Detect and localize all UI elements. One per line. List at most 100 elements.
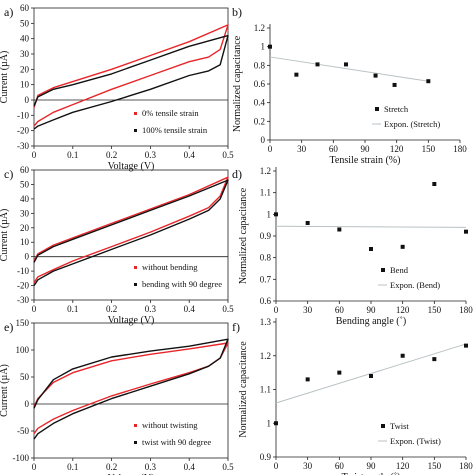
legend-marker [134, 112, 137, 115]
y-tick-label: 0 [25, 252, 30, 262]
x-tick-label: 0.3 [145, 304, 157, 314]
y-axis-label: Current (µA) [0, 364, 10, 417]
x-tick-label: 0 [32, 462, 37, 472]
y-axis-label: Normalized capacitance [238, 187, 249, 284]
x-axis-label: Voltage (V) [108, 473, 155, 475]
y-tick-label: 0.7 [260, 274, 272, 284]
x-tick-label: 90 [367, 305, 377, 315]
data-point [274, 421, 278, 426]
y-tick-label: 0 [261, 135, 266, 145]
x-tick-label: 0 [32, 150, 37, 160]
x-tick-label: 0 [274, 305, 279, 315]
x-tick-label: 60 [335, 305, 345, 315]
x-tick-label: 0.4 [184, 462, 196, 472]
y-tick-label: 0.2 [254, 116, 265, 126]
x-tick-label: 180 [459, 305, 473, 315]
legend-label: bending with 90 degree [142, 279, 222, 289]
plot-frame [33, 322, 229, 459]
x-tick-label: 0.1 [67, 304, 78, 314]
legend-label: Twist [390, 421, 409, 431]
x-tick-label: 90 [367, 461, 377, 471]
y-tick-label: 10 [20, 237, 30, 247]
x-tick-label: 0.2 [106, 150, 117, 160]
y-tick-label: 0 [25, 399, 30, 409]
legend-marker [381, 424, 385, 428]
x-axis-label: Voltage (V) [108, 161, 155, 172]
cv-curve-red [33, 176, 229, 284]
x-tick-label: 150 [428, 461, 442, 471]
data-point [373, 73, 378, 78]
y-tick-label: 50 [20, 18, 30, 28]
panel-a: a) 0 0.1 0.2 0.3 0.4 0.5 -30 -20 -10 0 10 20 30 40 50 60… [0, 3, 234, 172]
legend-label: twist with 90 degree [142, 437, 211, 447]
data-point [432, 182, 437, 186]
y-axis-label: Current (µA) [0, 209, 10, 262]
data-point [464, 229, 468, 234]
y-tick-label: 10 [20, 80, 30, 90]
panel-b: b) 0 30 60 90 120 150 180 0 0.2 0.4 0.6 0.8 1 1.2 Tensi… [232, 5, 467, 166]
y-tick-label: 30 [20, 49, 30, 59]
x-tick-label: 0 [32, 304, 37, 314]
y-tick-label: 50 [20, 179, 30, 189]
y-axis-label: Normalized capacitance [232, 35, 243, 132]
y-tick-label: 1.1 [260, 385, 271, 395]
data-point [337, 370, 342, 375]
x-axis-label: Voltage (V) [108, 315, 155, 326]
x-tick-label: 0.3 [145, 150, 157, 160]
x-tick-label: 0 [268, 144, 273, 154]
y-tick-label: 60 [20, 3, 30, 13]
x-tick-label: 0.2 [106, 462, 117, 472]
x-tick-label: 0.4 [184, 304, 196, 314]
y-tick-label: 0.8 [260, 253, 272, 263]
trend-line [275, 225, 467, 228]
cv-curve-black [33, 179, 229, 286]
x-tick-label: 120 [390, 144, 404, 154]
y-tick-label: 0.9 [260, 452, 272, 462]
data-point [426, 79, 431, 84]
x-tick-label: 120 [396, 461, 410, 471]
panel-label: e) [4, 320, 13, 334]
x-tick-label: 30 [297, 144, 307, 154]
cv-curve-red [33, 24, 229, 127]
x-axis-label: Tensile strain (%) [330, 155, 401, 166]
y-tick-label: 20 [20, 64, 30, 74]
y-tick-label: -30 [17, 141, 29, 151]
legend-marker [381, 268, 385, 272]
y-axis-label: Normalized capacitance [238, 341, 249, 438]
legend-label: 0% tensile strain [142, 108, 199, 118]
legend-label: without bending [142, 262, 198, 272]
legend-marker [375, 107, 379, 111]
x-tick-label: 150 [428, 305, 442, 315]
y-tick-label: 1.2 [260, 166, 271, 176]
y-tick-label: 1.3 [260, 317, 272, 327]
legend-marker [134, 283, 137, 286]
legend-label: Expon. (Twist) [390, 436, 441, 446]
x-tick-label: 0.2 [106, 304, 117, 314]
y-tick-label: 40 [20, 34, 30, 44]
x-tick-label: 0.3 [145, 462, 157, 472]
x-tick-label: 30 [303, 305, 313, 315]
legend-marker [134, 424, 137, 427]
data-point [294, 72, 299, 77]
panel-label: d) [232, 167, 242, 181]
y-tick-label: 100 [16, 345, 30, 355]
y-tick-label: 0.6 [260, 296, 272, 306]
x-tick-label: 0.5 [222, 150, 234, 160]
trend-line [275, 343, 467, 404]
data-point [315, 62, 320, 67]
x-tick-label: 0.4 [184, 150, 196, 160]
y-tick-label: 60 [20, 165, 30, 175]
x-axis-label: Bending angle (˚) [336, 316, 407, 327]
data-point [305, 221, 310, 225]
cv-curve-black [33, 34, 229, 130]
data-point [400, 353, 405, 358]
data-point [400, 244, 405, 249]
panel-f: f) 0 30 60 90 120 150 180 0.9 1 1.1 1.2 1.3 Twist ang… [232, 317, 473, 475]
x-tick-label: 0.1 [67, 462, 78, 472]
y-tick-label: 1.2 [254, 23, 265, 33]
panel-label: b) [232, 5, 242, 19]
legend-label: 100% tensile strain [142, 125, 208, 135]
panel-d: d) 0 30 60 90 120 150 180 0.6 0.7 0.8 0.9 1 1.1 1.2 Ben… [232, 166, 473, 327]
data-point [464, 343, 468, 348]
